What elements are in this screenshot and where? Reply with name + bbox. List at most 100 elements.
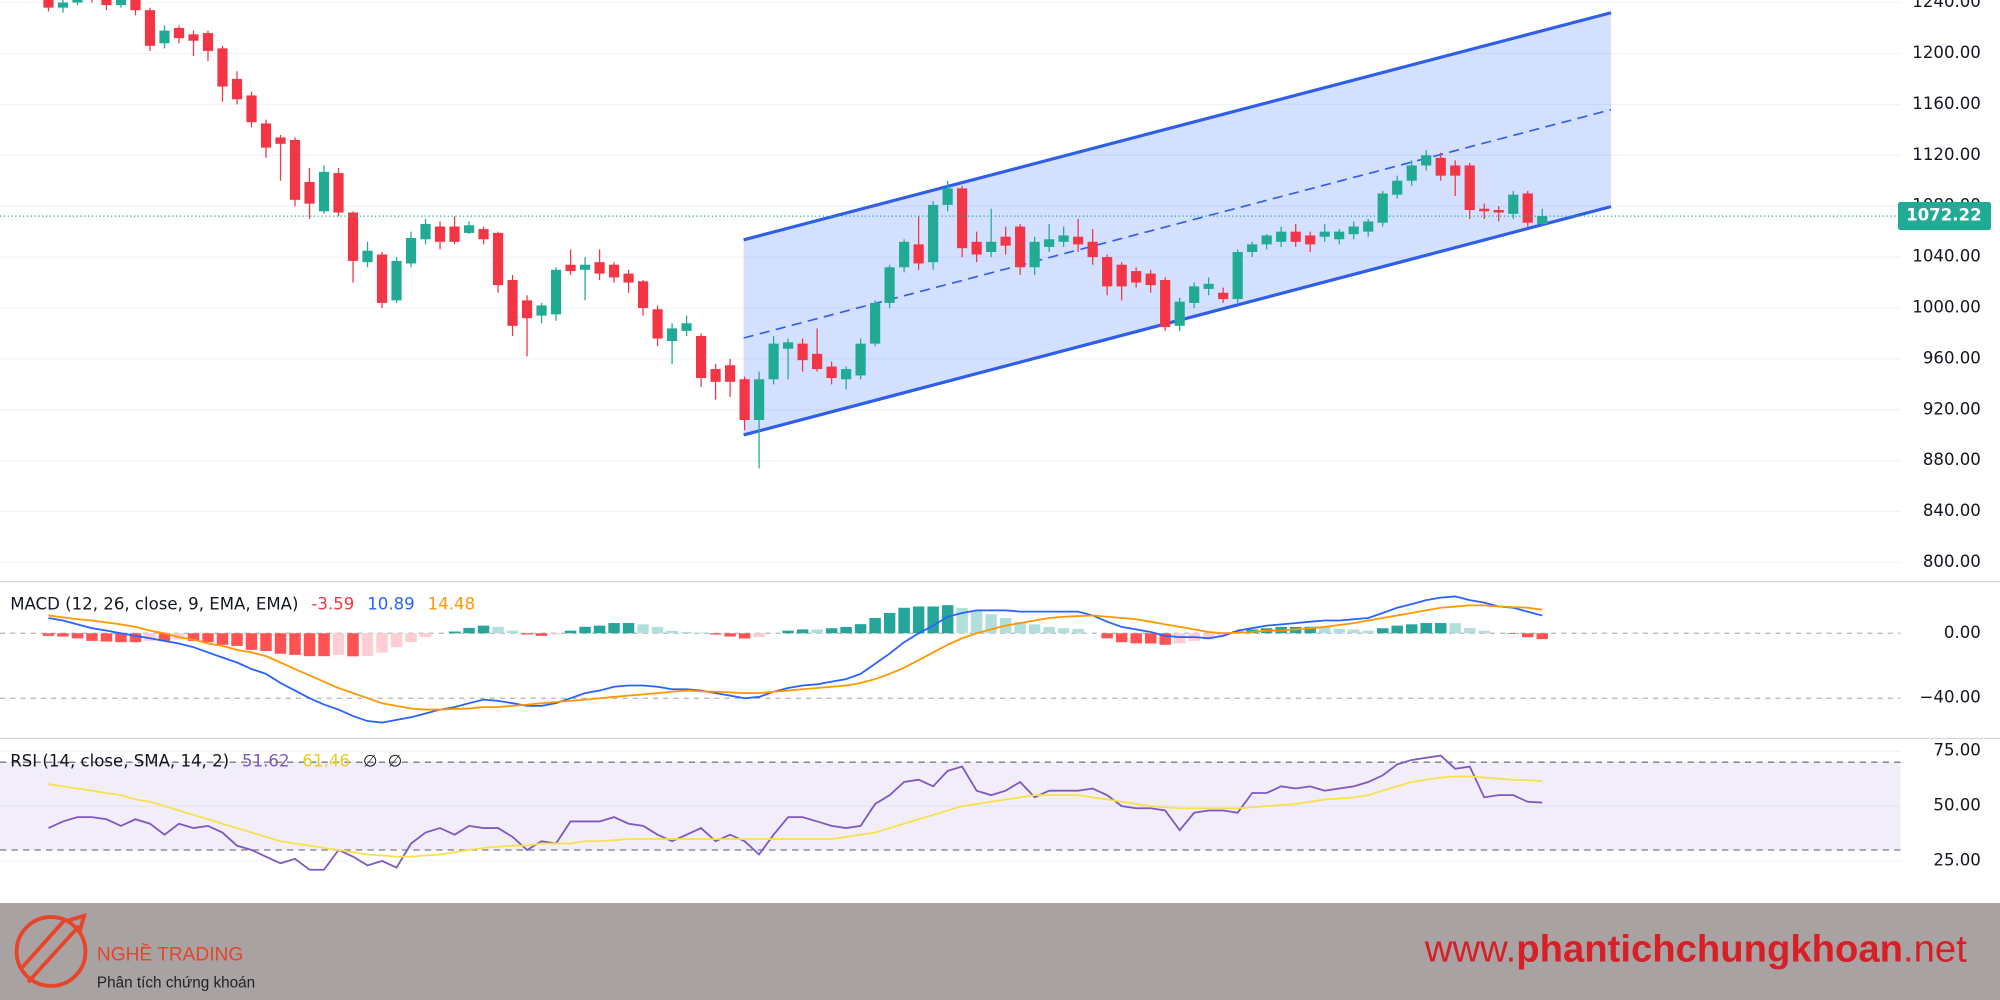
candle-body: [1421, 155, 1432, 166]
candle-body: [333, 173, 344, 213]
macd-hist-value: -3.59: [311, 594, 354, 613]
candle-body: [899, 241, 910, 268]
macd-histogram-bar: [1405, 624, 1418, 634]
candle-body: [492, 232, 504, 286]
macd-histogram-bar: [71, 633, 84, 639]
macd-panel: [42, 595, 1548, 724]
y-tick-label: 1040.00: [1912, 247, 1981, 266]
last-price-box: [1897, 202, 1992, 231]
y-tick-label: 50.00: [1933, 796, 1980, 815]
macd-histogram-bar: [1130, 633, 1142, 644]
macd-histogram-bar: [1072, 628, 1084, 634]
website: www.phantichchungkhoan.net: [1424, 928, 1967, 971]
y-tick-label: 800.00: [1923, 552, 1981, 571]
candle-body: [1029, 241, 1040, 268]
url-domain: phantichchungkhoan: [1516, 928, 1903, 971]
macd-histogram-bar: [753, 633, 765, 638]
candle-body: [275, 137, 286, 144]
macd-histogram-bar: [1521, 633, 1534, 638]
candle-body: [420, 223, 431, 240]
y-tick-label: 840.00: [1923, 501, 1981, 520]
y-tick-label: 0.00: [1944, 623, 1981, 642]
candle-body: [246, 95, 257, 123]
macd-histogram-bar: [825, 628, 838, 634]
candle-body: [812, 353, 823, 370]
candle-body: [1319, 231, 1330, 237]
candle-body: [928, 204, 939, 263]
background: [0, 0, 2000, 903]
y-tick-label: 25.00: [1933, 851, 1980, 870]
candle-body: [942, 188, 953, 205]
candle-body: [1102, 257, 1113, 287]
candle-body: [565, 264, 576, 272]
macd-histogram-bar: [100, 633, 113, 642]
candle-body: [608, 264, 620, 278]
candle-body: [188, 34, 199, 41]
macd-histogram-bar: [405, 633, 417, 643]
macd-histogram-bar: [57, 633, 69, 637]
candle-body: [971, 241, 982, 255]
macd-histogram-bar: [1434, 623, 1447, 634]
price-axis: 800.00 840.00 880.00 920.00 960.00 1000.00 104…: [1897, 0, 1992, 870]
candle-body: [623, 273, 634, 283]
candle-body: [43, 0, 54, 8]
macd-histogram-bar: [521, 633, 533, 635]
candle-body: [710, 369, 721, 382]
macd-histogram-bar: [709, 633, 722, 635]
tagline: Phân tích chứng khoán: [97, 974, 255, 991]
candle-body: [57, 2, 69, 8]
rsi-extra: ∅: [363, 751, 377, 770]
macd-histogram-bar: [738, 633, 751, 639]
macd-histogram-bar: [1449, 623, 1461, 634]
macd-histogram-bar: [1159, 633, 1171, 645]
candle-body: [1363, 221, 1374, 232]
footer-bg: [0, 903, 2000, 1000]
candle-body: [478, 229, 489, 240]
brand: NGHỀ TRADING: [97, 943, 243, 965]
candle-body: [1305, 235, 1316, 245]
macd-histogram-bar: [1391, 625, 1403, 634]
candle-body: [1392, 180, 1403, 195]
y-tick-label: −40.00: [1920, 688, 1981, 707]
macd-histogram-bar: [579, 626, 591, 634]
macd-histogram-bar: [289, 633, 301, 655]
candle-body: [318, 171, 330, 212]
candle-body: [739, 379, 750, 420]
macd-histogram-bar: [796, 629, 809, 634]
macd-histogram-bar: [1043, 626, 1055, 634]
y-tick-label: 1120.00: [1912, 145, 1981, 164]
candle-body: [1247, 244, 1258, 252]
macd-histogram-bar: [970, 610, 983, 634]
macd-histogram-bar: [666, 630, 678, 634]
candle-body: [1348, 226, 1359, 235]
macd-histogram-bar: [86, 633, 98, 641]
macd-histogram-bar: [245, 633, 258, 650]
macd-value: 10.89: [367, 594, 414, 613]
macd-histogram-bar: [651, 626, 664, 634]
macd-histogram-bar: [941, 605, 954, 634]
macd-signal-value: 14.48: [428, 594, 475, 613]
candle-body: [913, 244, 924, 264]
candle-body: [449, 226, 460, 242]
macd-histogram-bar: [1478, 630, 1490, 634]
macd-histogram-bar: [724, 633, 736, 637]
candle-body: [797, 343, 808, 361]
macd-histogram-bar: [1217, 633, 1229, 636]
macd-histogram-bar: [695, 632, 707, 634]
macd-histogram-bar: [115, 633, 127, 643]
macd-histogram-bar: [535, 633, 548, 636]
macd-histogram-bar: [318, 633, 330, 657]
macd-histogram-bar: [376, 633, 388, 653]
candle-body: [115, 0, 127, 6]
candle-body: [101, 0, 112, 6]
candle-body: [1435, 157, 1446, 176]
macd-histogram-bar: [1202, 633, 1215, 640]
candle-body: [986, 241, 997, 252]
candle-body: [507, 279, 518, 326]
indicator-line: [48, 754, 1543, 871]
candle-body: [1145, 273, 1156, 286]
macd-histogram-bar: [129, 633, 142, 643]
macd-histogram-bar: [1028, 624, 1041, 634]
